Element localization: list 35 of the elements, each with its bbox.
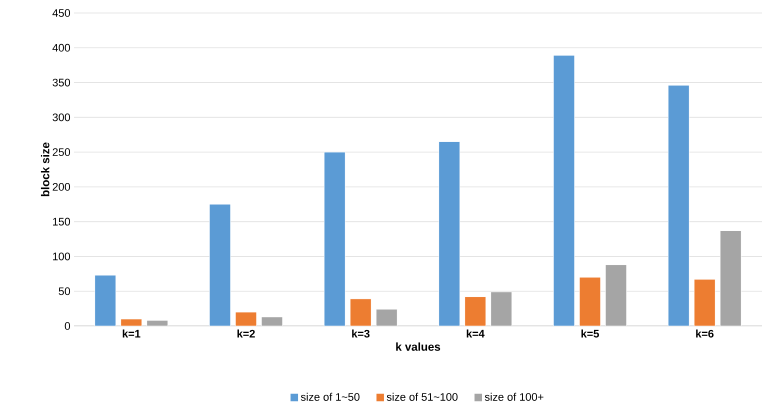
- bar: [720, 230, 742, 326]
- x-tick-label: k=3: [352, 330, 370, 338]
- x-tick-label: k=6: [696, 330, 714, 338]
- y-tick-label: 100: [53, 252, 70, 260]
- bar: [490, 292, 512, 326]
- x-tick-label: k=1: [122, 330, 140, 338]
- bar: [376, 309, 398, 326]
- legend-label: size of 51~100: [386, 392, 458, 401]
- legend-label: size of 100+: [484, 392, 544, 401]
- bar: [438, 141, 460, 326]
- x-axis-title: k values: [396, 342, 440, 351]
- y-tick-label: 250: [52, 148, 70, 156]
- x-tick-label: k=2: [237, 330, 255, 338]
- bar: [605, 264, 627, 326]
- bar: [94, 274, 116, 326]
- y-tick-label: 0: [64, 322, 70, 330]
- y-axis-title: block size: [40, 142, 50, 196]
- bar: [668, 85, 690, 326]
- bar: [553, 55, 575, 326]
- y-tick-label: 50: [58, 287, 70, 296]
- y-tick-label: 350: [52, 78, 70, 86]
- y-tick-label: 400: [52, 44, 70, 52]
- bar: [324, 152, 346, 326]
- y-tick-label: 200: [52, 183, 70, 191]
- bar: [694, 279, 716, 326]
- x-tick-label: k=4: [466, 330, 485, 338]
- bar: [464, 296, 486, 326]
- x-tick-label: k=5: [581, 330, 599, 338]
- y-tick-label: 450: [52, 9, 70, 17]
- legend-label: size of 1~50: [300, 392, 360, 401]
- bar: [579, 277, 601, 326]
- bar: [209, 204, 231, 326]
- y-tick-label: 300: [52, 113, 70, 122]
- bar: [350, 298, 372, 326]
- y-tick-label: 150: [53, 218, 70, 226]
